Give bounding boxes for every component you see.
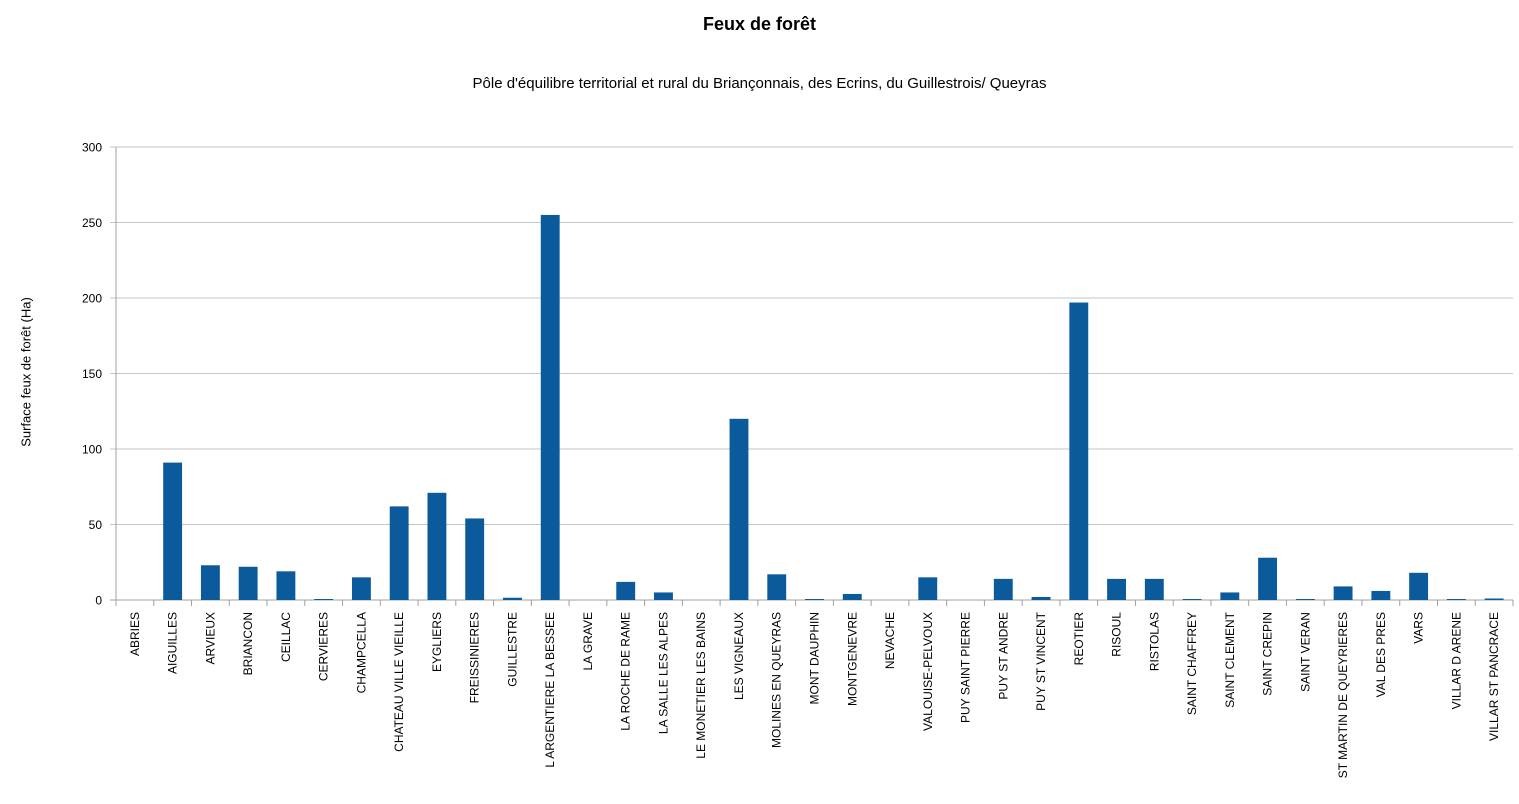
bar: [1333, 586, 1353, 600]
x-tick-label: NEVACHE: [883, 612, 897, 669]
bar: [427, 492, 447, 600]
x-tick-label: CERVIERES: [317, 612, 331, 681]
bar: [1069, 302, 1089, 600]
bar: [993, 578, 1013, 600]
bar: [1144, 578, 1164, 600]
bar: [616, 581, 636, 600]
x-tick-label: CHAMPCELLA: [354, 612, 368, 693]
bar: [238, 566, 258, 600]
bar: [389, 506, 409, 600]
y-tick-label: 100: [82, 443, 102, 457]
x-tick-label: VALOUISE-PELVOUX: [921, 612, 935, 731]
x-tick-label: MOLINES EN QUEYRAS: [770, 612, 784, 748]
y-tick-label: 200: [82, 292, 102, 306]
gridlines: [110, 146, 1513, 601]
bar: [200, 565, 220, 600]
bar: [767, 574, 787, 600]
bar: [1031, 596, 1051, 600]
bar: [1446, 599, 1466, 600]
bar: [918, 577, 938, 600]
bar: [540, 214, 560, 600]
y-tick-label: 250: [82, 216, 102, 230]
chart-subtitle: Pôle d'équilibre territorial et rural du…: [472, 75, 1047, 92]
x-tick-label: LA SALLE LES ALPES: [656, 612, 670, 734]
x-tick-label: LE MONETIER LES BAINS: [694, 612, 708, 759]
x-tick-label: CEILLAC: [279, 612, 293, 662]
bar: [729, 418, 749, 600]
bar: [1484, 598, 1504, 600]
bar: [351, 577, 371, 600]
x-tick-labels: ABRIES AIGUILLES ARVIEUX BRIANCON CEILLAC CER…: [128, 611, 1501, 778]
x-tick-label: MONTGENEVRE: [845, 612, 859, 706]
bar: [1295, 599, 1315, 600]
x-tick-label: SAINT CLEMENT: [1223, 611, 1237, 707]
x-tick-label: REOTIER: [1072, 612, 1086, 666]
y-tick-label: 300: [82, 141, 102, 155]
x-tick-label: PUY ST ANDRE: [996, 612, 1010, 700]
y-tick-label: 0: [95, 594, 102, 608]
chart-title: Feux de forêt: [702, 14, 817, 34]
bar: [1182, 599, 1202, 600]
y-tick-labels: 0 50 100 150 200 250 300: [82, 141, 102, 608]
bar: [1107, 578, 1126, 600]
axes: [115, 147, 1514, 606]
x-tick-label: VARS: [1412, 612, 1426, 644]
y-tick-label: 150: [82, 367, 102, 381]
bar: [1220, 592, 1240, 600]
x-tick-label: VAL DES PRES: [1374, 612, 1388, 697]
x-tick-label: L ARGENTIERE LA BESSEE: [543, 612, 557, 768]
bar: [654, 592, 673, 600]
bar: [465, 518, 485, 600]
x-tick-label: SAINT VERAN: [1298, 612, 1312, 692]
bar: [163, 462, 183, 600]
bar: [314, 599, 334, 600]
x-tick-label: LA GRAVE: [581, 612, 595, 670]
x-tick-label: PUY SAINT PIERRE: [959, 612, 973, 723]
x-tick-label: AIGUILLES: [166, 612, 180, 674]
x-tick-label: BRIANCON: [241, 612, 255, 675]
bar: [1258, 557, 1278, 600]
x-tick-label: SAINT CREPIN: [1261, 612, 1275, 696]
bar: [1409, 572, 1429, 600]
y-tick-label: 50: [89, 518, 103, 532]
bar: [805, 599, 824, 600]
x-tick-label: VILLAR D ARENE: [1449, 612, 1463, 709]
bar: [1371, 590, 1391, 600]
x-tick-label: RISTOLAS: [1147, 612, 1161, 671]
bar: [842, 593, 862, 600]
x-tick-label: VILLAR ST PANCRACE: [1487, 612, 1501, 741]
bar: [276, 571, 296, 600]
x-tick-label: CHATEAU VILLE VIEILLE: [392, 612, 406, 752]
x-tick-label: LA ROCHE DE RAME: [619, 612, 633, 731]
x-tick-label: PUY ST VINCENT: [1034, 611, 1048, 711]
x-tick-label: MONT DAUPHIN: [808, 612, 822, 704]
x-tick-label: ST MARTIN DE QUEYRIERES: [1336, 612, 1350, 778]
x-tick-label: FREISSINIERES: [468, 612, 482, 703]
x-tick-label: RISOUL: [1110, 612, 1124, 657]
bar: [503, 597, 522, 600]
x-tick-label: EYGLIERS: [430, 612, 444, 672]
x-tick-label: ABRIES: [128, 612, 142, 656]
x-tick-label: SAINT CHAFFREY: [1185, 612, 1199, 715]
x-tick-label: ARVIEUX: [203, 612, 217, 664]
x-tick-label: LES VIGNEAUX: [732, 612, 746, 700]
bars: [163, 214, 1504, 600]
x-tick-label: GUILLESTRE: [505, 612, 519, 687]
